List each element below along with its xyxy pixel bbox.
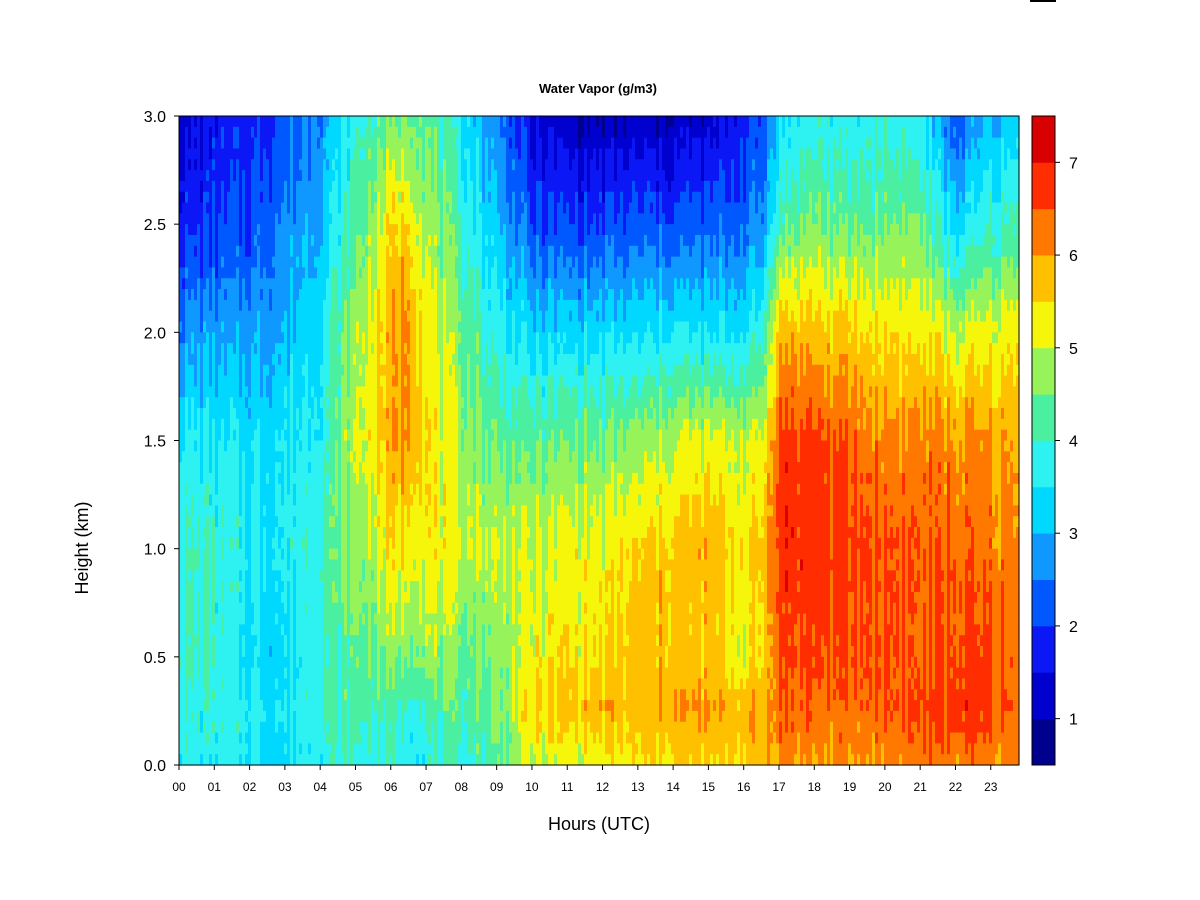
chart-title: Water Vapor (g/m3) <box>539 81 657 96</box>
heatmap-field <box>179 116 1020 766</box>
